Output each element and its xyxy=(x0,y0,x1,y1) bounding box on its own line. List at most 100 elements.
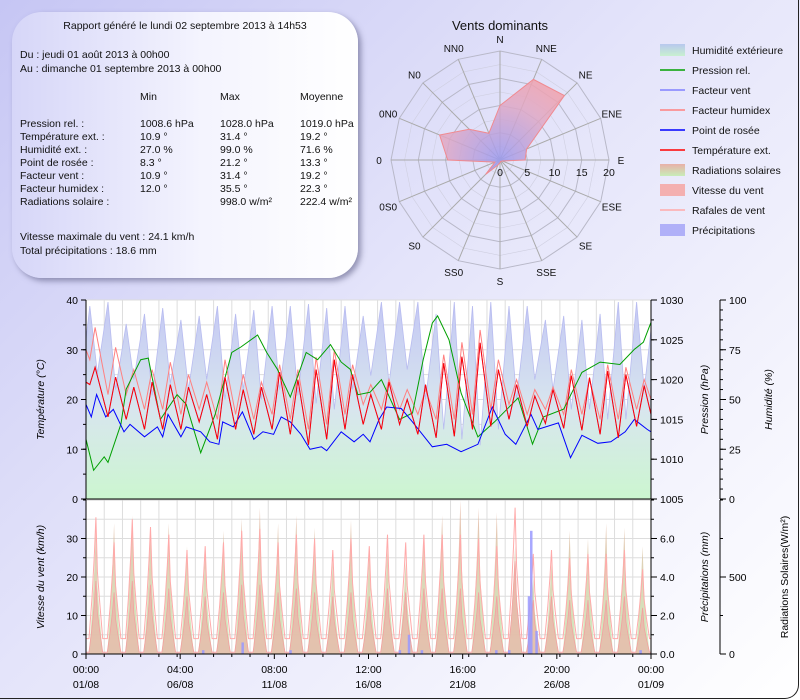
precipitation-bar xyxy=(507,650,511,654)
left-tick-label: 10 xyxy=(66,444,78,456)
summary-avg: 19.2 ° xyxy=(300,131,328,143)
legend-item: Pression rel. xyxy=(660,65,750,77)
radar-direction-label: ESE xyxy=(602,202,622,213)
left-tick-label: 20 xyxy=(66,395,78,407)
legend-label: Facteur humidex xyxy=(692,105,771,117)
summary-label: Radiations solaire : xyxy=(20,196,110,208)
radar-direction-label: N0 xyxy=(408,70,421,81)
summary-label: Facteur vent : xyxy=(20,170,85,182)
x-tick-date: 21/08 xyxy=(450,679,476,691)
left-tick-label: 30 xyxy=(66,345,78,357)
right1-tick-label: 0.0 xyxy=(660,649,675,661)
radar-area xyxy=(438,78,566,175)
left-tick-label: 30 xyxy=(66,534,78,546)
solar-radiation-area xyxy=(86,500,651,654)
legend-item: Humidité extérieure xyxy=(660,44,783,57)
right2-tick-label: 50 xyxy=(729,395,741,407)
precipitation-bar xyxy=(639,650,642,654)
legend-area-swatch xyxy=(660,164,685,176)
right2-axis-title: Radiations Solaires(W/m²) xyxy=(779,516,791,639)
right1-tick-label: 1030 xyxy=(660,295,684,307)
legend-label: Humidité extérieure xyxy=(692,45,783,57)
precipitation-bar xyxy=(530,530,533,654)
radar-tick-label: 0 xyxy=(497,167,503,179)
x-tick-time: 16:00 xyxy=(450,664,476,676)
legend-label: Rafales de vent xyxy=(692,205,765,217)
legend-item: Rafales de vent xyxy=(660,205,765,217)
radar-direction-label: NN0 xyxy=(444,44,464,55)
summary-avg: 1019.0 hPa xyxy=(300,118,354,130)
radar-direction-label: N xyxy=(496,35,503,46)
summary-label: Facteur humidex : xyxy=(20,183,105,195)
summary-avg: 19.2 ° xyxy=(300,170,328,182)
left-tick-label: 0 xyxy=(72,494,78,506)
legend: Humidité extérieure Pression rel. Facteur … xyxy=(660,44,783,237)
radar-spoke xyxy=(499,159,578,238)
right1-tick-label: 1025 xyxy=(660,335,684,347)
legend-area-swatch xyxy=(660,184,685,196)
x-tick-time: 00:00 xyxy=(73,664,99,676)
precipitation-bar xyxy=(420,650,424,654)
summary-avg: 222.4 w/m² xyxy=(300,196,352,208)
radar-tick-label: 20 xyxy=(603,167,615,179)
x-tick-time: 12:00 xyxy=(355,664,381,676)
left-axis-title: Température (°C) xyxy=(35,359,47,440)
right2-tick-label: 25 xyxy=(729,444,741,456)
radar-spoke xyxy=(499,159,543,261)
legend-item: Facteur humidex xyxy=(660,105,771,117)
summary-avg: 71.6 % xyxy=(300,144,333,156)
x-tick-date: 06/08 xyxy=(167,679,193,691)
right1-tick-label: 6.0 xyxy=(660,534,675,546)
left-axis-title: Vitesse du vent (km/h) xyxy=(35,525,47,629)
legend-label: Point de rosée xyxy=(692,125,760,137)
right1-tick-label: 4.0 xyxy=(660,572,675,584)
plot-series xyxy=(86,500,651,654)
precipitation-bar xyxy=(407,634,411,654)
precipitation-bar xyxy=(201,650,205,654)
summary-min: 1008.6 hPa xyxy=(140,118,194,130)
radar-direction-label: 0N0 xyxy=(379,110,398,121)
right1-tick-label: 1015 xyxy=(660,414,684,426)
wind-rain-solar-chart: 0 10 20 30 Vitesse du vent (km/h) 0.0 2.0 4.0 6.… xyxy=(35,499,791,691)
precipitation-bar xyxy=(398,650,402,654)
legend-area-swatch xyxy=(660,224,685,236)
humidity-area xyxy=(86,301,651,499)
legend-label: Pression rel. xyxy=(692,65,750,77)
legend-item: Facteur vent xyxy=(660,85,750,97)
summary-max: 35.5 ° xyxy=(220,183,248,195)
radar-tick-label: 15 xyxy=(576,167,588,179)
summary-label: Humidité ext. : xyxy=(20,144,88,156)
legend-item: Température ext. xyxy=(660,145,771,157)
report-title: Rapport généré le lundi 02 septembre 201… xyxy=(63,20,307,32)
summary-avg: 22.3 ° xyxy=(300,183,328,195)
right1-axis-title: Pression (hPa) xyxy=(699,365,711,434)
right2-tick-label: 500 xyxy=(729,572,747,584)
radar-direction-label: ENE xyxy=(602,110,623,121)
precipitation-bar xyxy=(535,630,538,654)
right2-tick-label: 75 xyxy=(729,345,741,357)
radar-direction-label: S xyxy=(497,277,504,288)
temperature-line xyxy=(86,342,651,445)
humidex-line xyxy=(86,327,651,430)
summary-min: 10.9 ° xyxy=(140,131,168,143)
legend-item: Radiations solaires xyxy=(660,164,781,177)
legend-area-swatch xyxy=(660,44,685,56)
right2-tick-label: 100 xyxy=(729,295,747,307)
radar-title: Vents dominants xyxy=(452,18,549,33)
radar-spoke xyxy=(499,159,601,203)
legend-label: Vitesse du vent xyxy=(692,185,764,197)
legend-label: Radiations solaires xyxy=(692,165,781,177)
x-tick-date: 11/08 xyxy=(262,679,288,691)
x-tick-time: 08:00 xyxy=(261,664,287,676)
left-tick-label: 10 xyxy=(66,611,78,623)
legend-item: Point de rosée xyxy=(660,125,760,137)
radar-tick-label: 10 xyxy=(549,167,561,179)
summary-min: 10.9 ° xyxy=(140,170,168,182)
x-tick-time: 04:00 xyxy=(167,664,193,676)
summary-max: 998.0 w/m² xyxy=(220,196,272,208)
x-tick-date: 26/08 xyxy=(544,679,570,691)
precipitation-bar xyxy=(527,596,531,654)
